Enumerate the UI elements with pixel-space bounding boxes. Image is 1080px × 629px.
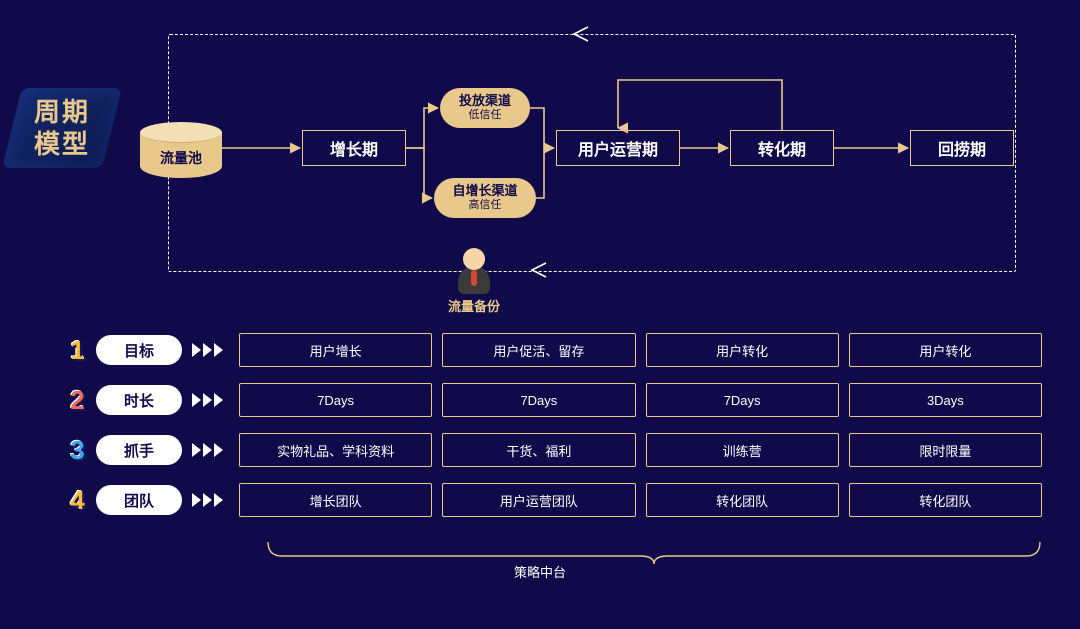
row-number: 2 <box>62 382 92 418</box>
cell: 用户转化 <box>849 333 1042 367</box>
cell: 用户促活、留存 <box>442 333 635 367</box>
channel-organic: 自增长渠道高信任 <box>434 178 536 218</box>
phase-convert: 转化期 <box>730 130 834 166</box>
row-number: 1 <box>62 332 92 368</box>
chevrons-icon <box>192 343 225 357</box>
cell: 训练营 <box>646 433 839 467</box>
row-cells: 用户增长用户促活、留存用户转化用户转化 <box>239 333 1042 367</box>
row-时长: 2时长 7Days 7Days 7Days 3Days <box>62 382 1042 418</box>
row-抓手: 3抓手 实物礼品、学科资料干货、福利训练营限时限量 <box>62 432 1042 468</box>
cell: 用户转化 <box>646 333 839 367</box>
cell: 用户运营团队 <box>442 483 635 517</box>
cell: 7Days <box>442 383 635 417</box>
channel-paid: 投放渠道低信任 <box>440 88 530 128</box>
chevrons-icon <box>192 493 225 507</box>
row-label: 时长 <box>96 385 182 415</box>
row-cells: 增长团队用户运营团队转化团队转化团队 <box>239 483 1042 517</box>
chevrons-icon <box>192 393 225 407</box>
row-number: 4 <box>62 482 92 518</box>
cell: 7Days <box>239 383 432 417</box>
flowchart: 流量池 增长期 用户运营期 转化期 回捞期 投放渠道低信任自增长渠道高信任 流量备份 <box>0 0 1080 320</box>
chevrons-icon <box>192 443 225 457</box>
traffic-pool-cylinder: 流量池 <box>140 122 222 178</box>
phase-recall: 回捞期 <box>910 130 1014 166</box>
cell: 转化团队 <box>849 483 1042 517</box>
cell: 3Days <box>849 383 1042 417</box>
phase-growth: 增长期 <box>302 130 406 166</box>
row-cells: 7Days 7Days 7Days 3Days <box>239 383 1042 417</box>
row-label: 团队 <box>96 485 182 515</box>
row-cells: 实物礼品、学科资料干货、福利训练营限时限量 <box>239 433 1042 467</box>
row-label: 抓手 <box>96 435 182 465</box>
rows-bracket-label: 策略中台 <box>0 562 1080 581</box>
cell: 转化团队 <box>646 483 839 517</box>
row-目标: 1目标用户增长用户促活、留存用户转化用户转化 <box>62 332 1042 368</box>
phase-operate: 用户运营期 <box>556 130 680 166</box>
row-label: 目标 <box>96 335 182 365</box>
cell: 限时限量 <box>849 433 1042 467</box>
matrix-rows: 1目标用户增长用户促活、留存用户转化用户转化2时长7Days7Days7Days… <box>62 332 1042 532</box>
person-icon <box>454 248 494 294</box>
cell: 7Days <box>646 383 839 417</box>
cell: 实物礼品、学科资料 <box>239 433 432 467</box>
cell: 干货、福利 <box>442 433 635 467</box>
person-label: 流量备份 <box>436 296 512 315</box>
traffic-pool-label: 流量池 <box>140 148 222 168</box>
row-number: 3 <box>62 432 92 468</box>
cell: 增长团队 <box>239 483 432 517</box>
row-团队: 4团队增长团队用户运营团队转化团队转化团队 <box>62 482 1042 518</box>
cell: 用户增长 <box>239 333 432 367</box>
